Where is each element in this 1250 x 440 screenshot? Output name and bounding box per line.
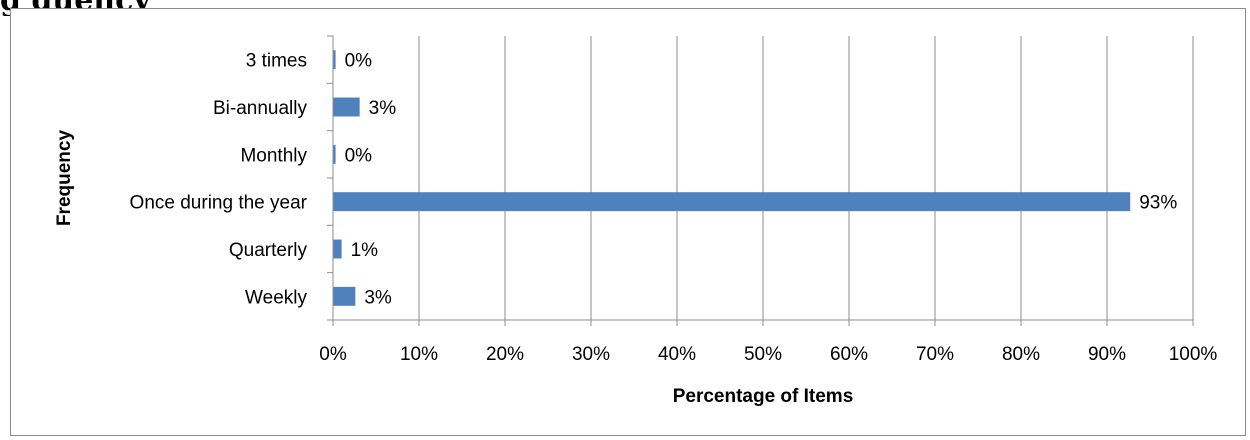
bar (333, 239, 342, 259)
x-tick-label: 100% (1169, 344, 1218, 365)
category-label: Weekly (245, 287, 307, 308)
bar (333, 144, 336, 164)
x-tick-label: 0% (319, 344, 347, 365)
category-label: Quarterly (229, 240, 308, 261)
x-tick-label: 40% (658, 344, 696, 365)
x-tick-label: 90% (1088, 344, 1126, 365)
category-label: Monthly (240, 145, 307, 166)
data-label: 0% (345, 51, 373, 72)
bars (333, 50, 1131, 306)
x-tick-label: 60% (830, 344, 868, 365)
bar (333, 97, 360, 117)
category-label: Bi-annually (213, 98, 307, 119)
category-label: 3 times (246, 51, 307, 72)
x-axis-title: Percentage of Items (673, 386, 854, 407)
axes (327, 35, 1193, 321)
data-label: 3% (364, 287, 392, 308)
x-tick-label: 80% (1002, 344, 1040, 365)
x-tick-label: 20% (486, 344, 524, 365)
category-label: Once during the year (130, 193, 308, 214)
chart-frame (10, 8, 1246, 436)
bar (333, 192, 1131, 212)
data-label: 3% (369, 98, 397, 119)
tick-labels: 0% 10% 20% 30% 40% 50% 60% 70% 80% 90% 100% (319, 344, 1217, 365)
data-label: 0% (345, 145, 373, 166)
bar (333, 286, 356, 306)
x-tick-label: 10% (400, 344, 438, 365)
x-tick-label: 50% (744, 344, 782, 365)
data-label: 93% (1139, 193, 1177, 214)
bar (333, 50, 336, 70)
gridlines (332, 36, 1194, 326)
x-tick-label: 70% (916, 344, 954, 365)
data-labels: 0% 3% 0% 93% 1% 3% (345, 51, 1178, 309)
category-labels: 3 times Bi-annually Monthly Once during the… (130, 51, 308, 309)
x-tick-label: 30% (572, 344, 610, 365)
data-label: 1% (351, 240, 379, 261)
y-axis-title: Frequency (54, 130, 75, 227)
